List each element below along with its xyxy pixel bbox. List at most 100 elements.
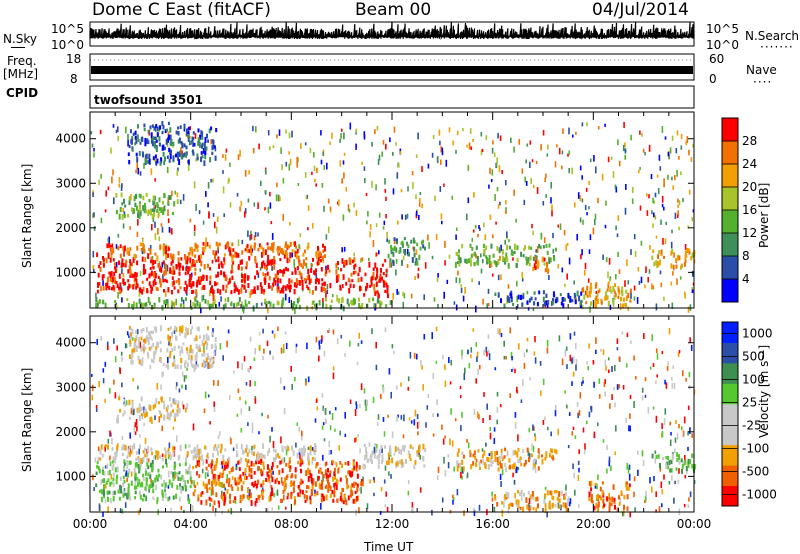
power-patch-cell	[135, 138, 138, 144]
velocity-patch-cell	[235, 443, 238, 449]
power-echo	[276, 286, 278, 290]
velocity-echo	[109, 461, 112, 467]
velocity-echo	[668, 481, 671, 485]
velocity-echo	[605, 365, 607, 371]
power-echo	[642, 148, 645, 153]
power-patch-cell	[193, 262, 196, 267]
power-patch-cell	[273, 264, 276, 270]
velocity-echo	[534, 336, 536, 343]
velocity-patch-cell	[385, 460, 388, 465]
power-echo	[648, 144, 651, 152]
velocity-patch-cell	[504, 462, 507, 468]
velocity-patch-cell	[298, 448, 301, 453]
power-echo	[298, 296, 300, 302]
velocity-colorbar-tick-label: 1000	[742, 327, 773, 341]
power-patch-cell	[254, 258, 257, 264]
power-echo	[329, 206, 332, 211]
velocity-colorbar-cell	[722, 465, 738, 487]
power-patch-cell	[551, 301, 554, 306]
velocity-echo	[136, 329, 139, 335]
velocity-patch-cell	[288, 460, 291, 464]
velocity-echo	[687, 405, 690, 411]
nsearch-tick-bottom: 10^0	[706, 38, 739, 52]
power-patch-cell	[193, 260, 196, 264]
power-patch-cell	[517, 294, 520, 300]
velocity-patch-cell	[108, 469, 111, 476]
velocity-patch-cell	[203, 349, 205, 353]
power-patch-cell	[98, 299, 101, 304]
velocity-echo	[251, 428, 254, 434]
power-echo	[225, 148, 228, 153]
velocity-echo	[334, 407, 337, 411]
velocity-patch-cell	[299, 494, 301, 498]
velocity-echo	[175, 382, 178, 387]
velocity-echo	[597, 474, 599, 480]
velocity-patch-cell	[253, 444, 256, 449]
velocity-echo	[618, 356, 621, 361]
power-patch-cell	[150, 289, 153, 294]
power-patch-cell	[154, 154, 157, 159]
power-echo	[550, 197, 552, 204]
power-echo	[563, 229, 566, 236]
power-echo	[110, 147, 112, 154]
power-echo	[251, 248, 253, 253]
velocity-patch-cell	[212, 479, 215, 485]
power-echo	[547, 144, 549, 150]
power-echo	[531, 159, 534, 163]
velocity-patch-cell	[320, 484, 323, 488]
power-echo	[280, 147, 282, 155]
velocity-patch-cell	[400, 449, 403, 455]
velocity-patch-cell	[328, 473, 331, 478]
power-echo	[339, 139, 341, 143]
power-patch-cell	[152, 156, 155, 161]
power-patch-cell	[132, 257, 135, 263]
velocity-echo	[655, 380, 657, 384]
velocity-patch-cell	[532, 462, 535, 468]
velocity-patch-cell	[152, 496, 155, 500]
power-echo	[588, 180, 590, 186]
velocity-patch-cell	[217, 444, 220, 449]
power-patch-cell	[498, 247, 501, 253]
velocity-patch-cell	[227, 482, 230, 487]
power-patch-cell	[159, 265, 161, 272]
power-patch-cell	[199, 276, 202, 281]
velocity-patch-cell	[219, 472, 222, 478]
power-echo	[95, 292, 97, 298]
power-echo	[288, 296, 291, 304]
power-echo	[265, 168, 267, 175]
power-patch-cell	[618, 290, 621, 296]
power-patch-cell	[545, 266, 548, 272]
velocity-echo	[283, 407, 286, 415]
power-echo	[524, 176, 526, 183]
power-echo	[582, 219, 584, 225]
power-patch-cell	[264, 274, 267, 278]
power-echo	[249, 291, 251, 299]
power-patch-cell	[210, 287, 213, 294]
power-patch-cell	[311, 290, 314, 295]
power-echo	[645, 266, 647, 273]
velocity-patch-cell	[297, 460, 300, 465]
velocity-patch-cell	[128, 468, 131, 475]
velocity-echo	[593, 431, 596, 438]
velocity-echo	[160, 384, 162, 390]
velocity-patch-cell	[509, 464, 511, 470]
velocity-echo	[95, 408, 98, 412]
power-patch-cell	[96, 252, 99, 258]
velocity-echo	[419, 487, 422, 493]
velocity-patch-cell	[565, 507, 568, 513]
velocity-patch-cell	[259, 452, 262, 457]
velocity-patch-cell	[190, 449, 193, 454]
power-echo	[581, 198, 584, 203]
velocity-patch-cell	[250, 500, 253, 507]
power-patch-cell	[158, 297, 161, 303]
velocity-echo	[616, 347, 619, 351]
velocity-patch-cell	[150, 345, 153, 350]
power-echo	[385, 143, 387, 150]
velocity-patch-cell	[517, 458, 520, 464]
velocity-patch-cell	[602, 498, 605, 504]
power-echo	[581, 122, 584, 127]
power-echo	[661, 195, 664, 203]
power-patch-cell	[122, 246, 125, 251]
power-echo	[521, 277, 524, 282]
power-echo	[311, 263, 313, 267]
